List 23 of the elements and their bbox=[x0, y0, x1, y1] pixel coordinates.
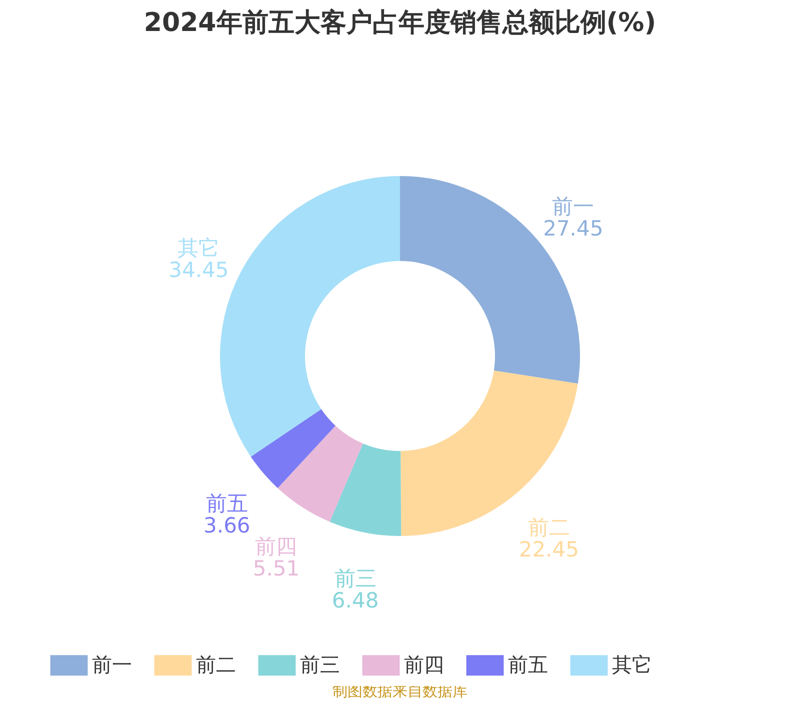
donut-slice bbox=[250, 409, 336, 488]
slice-label: 前二 bbox=[528, 516, 570, 540]
data-label: 27.45 bbox=[543, 216, 604, 241]
slice-label: 前四 bbox=[255, 534, 298, 558]
slice-label: 前一 bbox=[552, 194, 594, 219]
legend-label: 前五 bbox=[508, 652, 548, 676]
legend-label: 前二 bbox=[196, 652, 236, 676]
data-label: 3.66 bbox=[204, 513, 250, 538]
donut-slice bbox=[330, 443, 402, 536]
legend-label: 前四 bbox=[404, 652, 444, 676]
donut-slice bbox=[400, 370, 578, 536]
legend-label: 前三 bbox=[300, 652, 340, 676]
slice-label: 其它 bbox=[178, 236, 220, 260]
data-label: 5.51 bbox=[252, 556, 300, 580]
chart-title: 2024年前五大客户占年度销售总额比例(%) bbox=[144, 8, 656, 38]
legend-label: 其它 bbox=[612, 652, 652, 676]
legend-label: 前一 bbox=[92, 652, 132, 676]
data-label: 6.48 bbox=[332, 588, 379, 613]
data-label: 34.45 bbox=[168, 258, 229, 282]
slice-label: 前三 bbox=[334, 566, 376, 591]
donut-slice bbox=[278, 426, 363, 522]
slice-label: 前五 bbox=[206, 491, 248, 516]
data-label: 22.45 bbox=[518, 538, 579, 562]
